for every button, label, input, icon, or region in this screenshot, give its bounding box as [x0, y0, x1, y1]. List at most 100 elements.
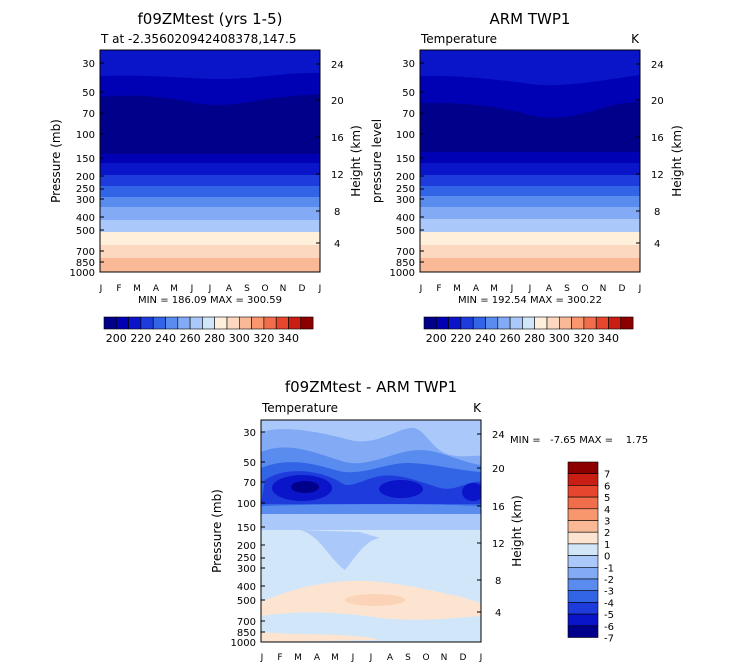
panel-model-minmax: MIN = 186.09 MAX = 300.59 — [138, 295, 282, 306]
tick-label: O — [261, 284, 268, 294]
colorbar-label: 240 — [155, 332, 176, 345]
region-minus7 — [291, 481, 319, 493]
colorbar-label: 200 — [106, 332, 127, 345]
colorbar-swatch — [214, 316, 228, 330]
region-minus1-lower — [261, 514, 481, 530]
colorbar-swatch — [567, 590, 599, 603]
tick-label: 250 — [396, 184, 415, 195]
panel-obs: ARM TWP1 Temperature K — [370, 10, 684, 306]
tick-label: 700 — [396, 247, 415, 258]
colorbar-label: 220 — [130, 332, 151, 345]
tick-label: M — [170, 284, 178, 294]
colorbar-swatch — [546, 316, 560, 330]
tick-label: A — [314, 653, 321, 663]
tick-label: 850 — [237, 628, 256, 639]
panel-obs-ylabel-right: Height (km) — [670, 125, 684, 196]
tick-label: 30 — [243, 428, 256, 439]
panel-model-title: f09ZMtest (yrs 1-5) — [138, 10, 283, 28]
tick-label: 100 — [237, 499, 256, 510]
colorbar-label: 280 — [524, 332, 545, 345]
tick-label: 16 — [331, 133, 344, 144]
tick-label: A — [546, 284, 553, 294]
colorbar-swatch — [571, 316, 585, 330]
colorbar-label: 7 — [604, 470, 610, 481]
panel-model-axes — [100, 62, 320, 263]
panel-diff-pressure-ticks: 30 50 70 100 150 200 250 300 400 500 700… — [231, 428, 256, 649]
colorbar-label: 4 — [604, 505, 610, 516]
colorbar-swatch — [251, 316, 265, 330]
tick-label: D — [619, 284, 626, 294]
colorbar-swatch — [288, 316, 302, 330]
panel-diff-ylabel: Pressure (mb) — [210, 489, 224, 573]
tick-label: A — [226, 284, 233, 294]
tick-label: 500 — [76, 226, 95, 237]
tick-label: S — [405, 653, 411, 663]
colorbar-swatch — [472, 316, 486, 330]
tick-label: 100 — [396, 130, 415, 141]
panel-model-frame — [99, 49, 321, 273]
tick-label: M — [133, 284, 141, 294]
colorbar-swatch — [448, 316, 462, 330]
colorbar-swatch — [300, 316, 314, 330]
tick-label: F — [436, 284, 441, 294]
tick-label: 4 — [334, 239, 340, 250]
tick-label: 150 — [237, 523, 256, 534]
colorbar-swatch — [152, 316, 166, 330]
colorbar-swatch — [620, 316, 634, 330]
colorbar-obs: 200 220 240 260 280 300 320 340 — [423, 316, 634, 345]
region-minus1-tongue — [300, 530, 380, 570]
panel-model-ylabel: Pressure (mb) — [49, 119, 63, 203]
colorbar-swatch — [263, 316, 277, 330]
colorbar-swatch — [497, 316, 511, 330]
tick-label: 16 — [492, 502, 505, 513]
colorbar-swatch — [202, 316, 215, 330]
colorbar-swatch — [435, 316, 449, 330]
colorbar-label: 220 — [450, 332, 471, 345]
colorbar-label: 340 — [278, 332, 299, 345]
panel-diff-height-ticks: 24 20 16 12 8 4 — [492, 430, 505, 619]
panel-obs-units: K — [631, 32, 640, 46]
colorbar-swatch — [239, 316, 252, 330]
panel-obs-ylabel: pressure level — [370, 119, 384, 203]
panel-model-height-ticks: 24 20 16 12 8 4 — [331, 60, 344, 250]
tick-label: J — [419, 284, 423, 294]
colorbar-label: 280 — [204, 332, 225, 345]
tick-label: 700 — [237, 617, 256, 628]
tick-label: 8 — [334, 207, 340, 218]
colorbar-swatch — [567, 461, 599, 474]
colorbar-swatch — [103, 316, 117, 330]
tick-label: 300 — [237, 564, 256, 575]
tick-label: 70 — [82, 109, 95, 120]
tick-label: 1000 — [390, 268, 415, 279]
tick-label: M — [294, 653, 302, 663]
panel-diff-axes — [261, 431, 481, 633]
tick-label: J — [208, 284, 212, 294]
colorbar-swatch — [165, 316, 179, 330]
colorbar-swatch — [567, 555, 599, 568]
tick-label: 400 — [396, 213, 415, 224]
colorbar-label: 0 — [604, 552, 610, 563]
tick-label: J — [638, 284, 642, 294]
colorbar-swatch — [522, 316, 536, 330]
tick-label: N — [600, 284, 607, 294]
colorbar-swatch — [567, 531, 599, 545]
colorbar-label: -7 — [604, 634, 614, 645]
tick-label: 50 — [243, 458, 256, 469]
tick-label: 8 — [654, 207, 660, 218]
tick-label: 200 — [76, 172, 95, 183]
tick-label: 100 — [76, 130, 95, 141]
tick-label: 20 — [651, 96, 664, 107]
tick-label: 24 — [331, 60, 344, 71]
panel-model: f09ZMtest (yrs 1-5) T at -2.356020942408… — [49, 10, 363, 306]
colorbar-swatch — [567, 578, 599, 591]
tick-label: M — [490, 284, 498, 294]
band-850 — [100, 258, 320, 272]
colorbar-label: -6 — [604, 622, 614, 633]
tick-label: S — [244, 284, 250, 294]
colorbar-swatch — [116, 316, 129, 330]
colorbar-label: 260 — [500, 332, 521, 345]
tick-label: A — [473, 284, 480, 294]
colorbar-label: 240 — [475, 332, 496, 345]
tick-label: 1000 — [231, 638, 256, 649]
